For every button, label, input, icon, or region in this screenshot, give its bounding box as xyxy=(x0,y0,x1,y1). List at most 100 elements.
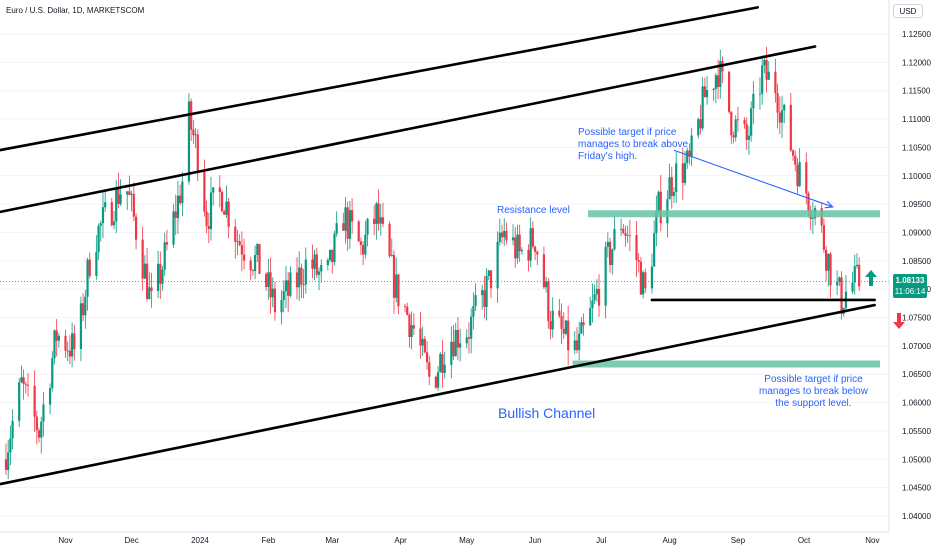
x-tick-label: 2024 xyxy=(191,536,209,545)
candle xyxy=(716,75,720,88)
candle xyxy=(670,177,673,196)
projection-arrow xyxy=(673,149,833,208)
candle xyxy=(650,266,654,289)
candle xyxy=(529,228,532,261)
candle xyxy=(24,383,27,385)
candle xyxy=(514,237,517,259)
candle xyxy=(379,217,382,224)
target-down-line-3: the support level. xyxy=(775,398,852,409)
candle xyxy=(357,221,360,242)
candle xyxy=(35,416,38,431)
candle xyxy=(282,291,285,301)
candle xyxy=(53,330,56,359)
candle xyxy=(348,210,351,239)
candle xyxy=(639,261,643,295)
candle xyxy=(335,223,338,234)
candle xyxy=(697,119,700,136)
candle xyxy=(165,242,169,245)
candle xyxy=(196,134,199,172)
candle xyxy=(287,280,290,296)
candle xyxy=(701,86,704,129)
candle xyxy=(597,288,601,306)
candle xyxy=(838,277,841,282)
candle xyxy=(783,104,786,111)
candle xyxy=(470,316,473,339)
candle xyxy=(280,300,283,313)
candle xyxy=(589,308,592,326)
candle xyxy=(858,264,861,287)
candle xyxy=(115,188,118,222)
candle xyxy=(542,254,546,288)
candle xyxy=(209,192,213,230)
candle xyxy=(82,303,85,316)
candle xyxy=(20,377,23,383)
candle xyxy=(699,119,702,129)
candle xyxy=(163,242,166,270)
candle xyxy=(253,255,257,272)
candle xyxy=(344,207,347,231)
candle xyxy=(703,86,706,98)
candle xyxy=(117,188,120,204)
candle xyxy=(42,404,45,422)
candle xyxy=(225,201,228,215)
candle xyxy=(459,343,462,348)
candle xyxy=(604,246,607,306)
candle xyxy=(560,315,563,329)
candle xyxy=(289,272,292,296)
x-tick-label: Aug xyxy=(662,536,676,545)
candle xyxy=(295,272,299,288)
candle xyxy=(313,254,316,269)
candle xyxy=(608,242,612,266)
candle xyxy=(655,211,658,234)
candle xyxy=(119,194,122,204)
candle xyxy=(359,241,363,245)
candle xyxy=(637,260,640,262)
candle xyxy=(258,244,261,274)
candle xyxy=(611,249,614,266)
arrow-up-icon xyxy=(865,270,877,286)
candle xyxy=(668,177,671,200)
candle xyxy=(403,306,407,307)
candle xyxy=(66,350,69,352)
y-tick-label: 1.07500 xyxy=(902,314,931,323)
y-tick-label: 1.05000 xyxy=(902,455,931,464)
candle xyxy=(390,254,393,256)
target-up-note: Possible target if price manages to brea… xyxy=(578,127,688,163)
candle xyxy=(55,330,58,341)
candle xyxy=(320,265,323,272)
resistance-zone xyxy=(588,210,880,218)
candle xyxy=(483,290,486,307)
x-tick-label: Sep xyxy=(731,536,746,545)
candle xyxy=(112,221,116,226)
candle xyxy=(825,249,828,271)
candle xyxy=(778,112,781,123)
candle xyxy=(187,101,191,182)
candle xyxy=(558,310,561,316)
candle xyxy=(796,164,799,187)
candle xyxy=(578,333,581,351)
candle xyxy=(269,272,272,298)
channel-lower xyxy=(0,303,876,486)
candle xyxy=(765,59,768,80)
x-tick-label: Jul xyxy=(596,536,606,545)
y-tick-label: 1.06500 xyxy=(902,370,931,379)
x-tick-label: Dec xyxy=(125,536,139,545)
candle xyxy=(207,225,210,230)
candle xyxy=(267,272,270,287)
candle xyxy=(851,282,854,292)
currency-button[interactable]: USD xyxy=(893,4,923,18)
candle xyxy=(730,111,733,136)
y-tick-label: 1.05500 xyxy=(902,427,931,436)
candle xyxy=(434,376,437,388)
candle xyxy=(26,384,30,386)
candle xyxy=(686,150,689,163)
candle xyxy=(392,254,396,298)
candle xyxy=(141,239,144,279)
candle xyxy=(317,271,321,275)
candle xyxy=(454,330,457,357)
candle xyxy=(351,210,354,222)
candle xyxy=(190,101,193,130)
candle xyxy=(249,260,252,271)
candle xyxy=(181,181,184,204)
candle xyxy=(595,288,598,295)
